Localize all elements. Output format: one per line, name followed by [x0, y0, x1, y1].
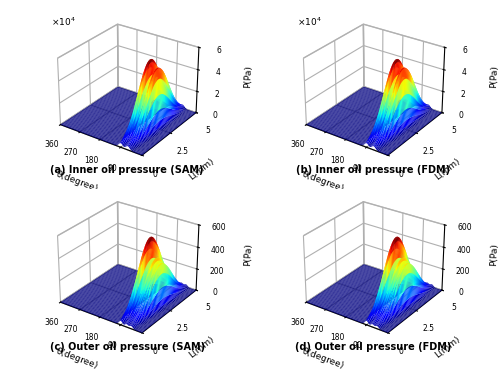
Y-axis label: L(mm): L(mm)	[188, 334, 216, 359]
Y-axis label: L(mm): L(mm)	[434, 334, 462, 359]
Title: (d) Outer oil pressure (FDM): (d) Outer oil pressure (FDM)	[294, 342, 451, 352]
Y-axis label: L(mm): L(mm)	[188, 156, 216, 182]
Title: (c) Outer oil pressure (SAM): (c) Outer oil pressure (SAM)	[50, 342, 204, 352]
Title: (b) Inner oil pressure (FDM): (b) Inner oil pressure (FDM)	[296, 165, 450, 175]
X-axis label: θ(degree): θ(degree)	[54, 169, 100, 194]
Title: (a) Inner oil pressure (SAM): (a) Inner oil pressure (SAM)	[50, 165, 204, 175]
Text: $\times10^4$: $\times10^4$	[52, 16, 76, 28]
Y-axis label: L(mm): L(mm)	[434, 156, 462, 182]
X-axis label: θ(degree): θ(degree)	[54, 347, 100, 371]
X-axis label: θ(degree): θ(degree)	[300, 347, 345, 371]
X-axis label: θ(degree): θ(degree)	[300, 169, 345, 194]
Text: $\times10^4$: $\times10^4$	[298, 16, 322, 28]
